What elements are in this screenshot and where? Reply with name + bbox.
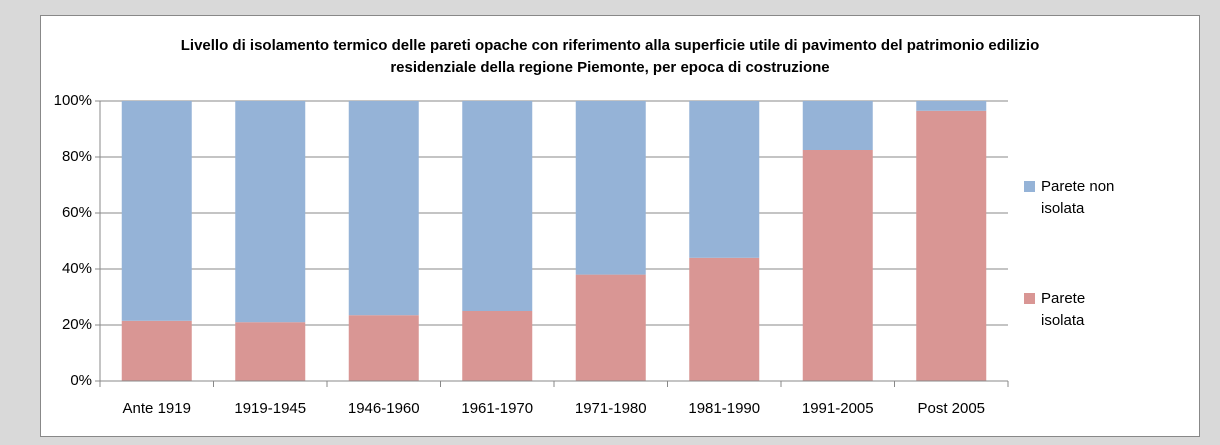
bar-segment xyxy=(121,320,192,381)
bar-segment xyxy=(575,101,646,275)
bar-segment xyxy=(235,322,306,381)
legend-swatch xyxy=(1024,293,1035,304)
bar-segment xyxy=(916,110,987,382)
y-tick-label: 80% xyxy=(62,148,92,165)
bar-segment xyxy=(916,101,987,111)
bar-segment xyxy=(462,101,533,311)
bar-segment xyxy=(462,311,533,381)
legend-label: Parete non isolata xyxy=(1041,178,1115,217)
bar-segment xyxy=(575,274,646,381)
legend-label: Parete isolata xyxy=(1041,290,1086,329)
x-tick-label: 1946-1960 xyxy=(348,400,420,417)
y-tick-label: 100% xyxy=(54,92,92,109)
x-tick-label: 1919-1945 xyxy=(234,400,306,417)
x-tick-label: 1981-1990 xyxy=(688,400,760,417)
x-tick-label: 1961-1970 xyxy=(461,400,533,417)
y-tick-label: 20% xyxy=(62,316,92,333)
x-tick-label: Ante 1919 xyxy=(123,400,191,417)
x-tick-label: Post 2005 xyxy=(917,400,985,417)
y-tick-label: 60% xyxy=(62,204,92,221)
x-tick-label: 1971-1980 xyxy=(575,400,647,417)
x-tick-label: 1991-2005 xyxy=(802,400,874,417)
y-tick-label: 0% xyxy=(70,372,92,389)
y-tick-label: 40% xyxy=(62,260,92,277)
bar-segment xyxy=(121,101,192,321)
bar-segment xyxy=(802,150,873,381)
bar-segment xyxy=(348,101,419,316)
bar-segment xyxy=(348,315,419,381)
bar-segment xyxy=(689,257,760,381)
bar-segment xyxy=(802,101,873,150)
legend-swatch xyxy=(1024,181,1035,192)
chart-title: Livello di isolamento termico delle pare… xyxy=(180,37,1040,76)
bar-segment xyxy=(235,101,306,323)
bar-segment xyxy=(689,101,760,258)
